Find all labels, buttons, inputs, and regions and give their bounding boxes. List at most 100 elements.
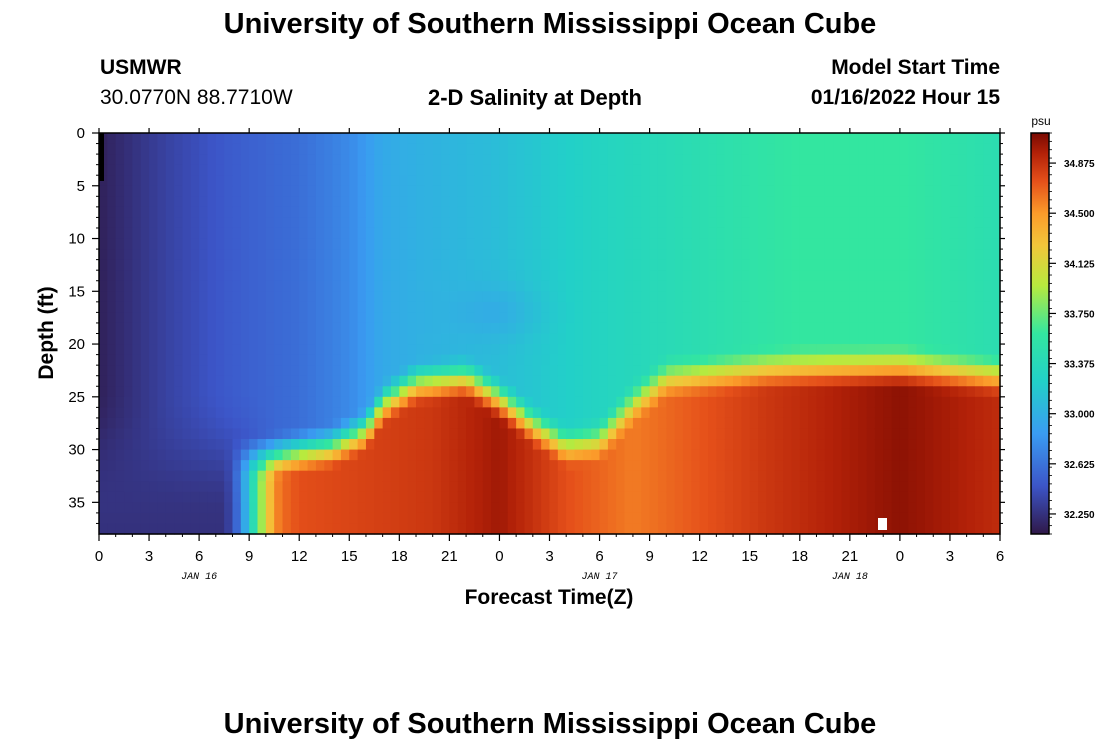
heatmap-cell (499, 185, 509, 197)
heatmap-cell (282, 312, 292, 324)
heatmap-cell (666, 312, 676, 324)
heatmap-cell (883, 133, 893, 145)
heatmap-cell (132, 143, 142, 155)
heatmap-cell (240, 238, 250, 250)
heatmap-cell (716, 312, 726, 324)
heatmap-cell (516, 249, 526, 261)
heatmap-cell (182, 460, 192, 472)
heatmap-cell (974, 491, 984, 503)
heatmap-cell (265, 249, 275, 261)
heatmap-cell (699, 417, 709, 430)
heatmap-cell (841, 344, 851, 356)
heatmap-cell (374, 354, 384, 366)
heatmap-cell (691, 375, 701, 387)
heatmap-cell (449, 291, 459, 303)
heatmap-cell (649, 375, 659, 387)
heatmap-cell (766, 386, 776, 398)
heatmap-cell (457, 491, 467, 503)
heatmap-cell (866, 407, 876, 419)
heatmap-cell (182, 481, 192, 493)
heatmap-cell (632, 417, 642, 430)
heatmap-cell (858, 365, 868, 377)
heatmap-cell (240, 259, 250, 271)
heatmap-cell (933, 238, 943, 250)
heatmap-cell (307, 481, 317, 493)
heatmap-cell (541, 449, 551, 461)
heatmap-cell (682, 470, 692, 482)
heatmap-cell (257, 133, 267, 145)
heatmap-cell (858, 280, 868, 292)
heatmap-cell (666, 143, 676, 155)
heatmap-cell (449, 428, 459, 440)
heatmap-cell (124, 185, 133, 197)
heatmap-cell (132, 491, 142, 503)
heatmap-cell (524, 227, 534, 240)
heatmap-cell (115, 322, 125, 335)
heatmap-cell (649, 523, 659, 535)
heatmap-cell (899, 502, 909, 514)
heatmap-cell (324, 417, 334, 430)
heatmap-cell (165, 133, 175, 145)
heatmap-cell (566, 291, 576, 303)
heatmap-cell (949, 396, 959, 408)
heatmap-cell (774, 175, 784, 187)
heatmap-cell (783, 259, 793, 271)
heatmap-cell (799, 428, 809, 440)
heatmap-cell (924, 428, 934, 440)
heatmap-cell (240, 217, 250, 229)
heatmap-cell (891, 396, 901, 408)
heatmap-cell (199, 512, 209, 525)
heatmap-cell (682, 206, 692, 219)
heatmap-cell (249, 333, 259, 345)
colorbar-tick-label: 33.375 (1064, 360, 1095, 371)
heatmap-cell (741, 312, 751, 324)
heatmap-cell (432, 227, 442, 240)
heatmap-cell (774, 312, 784, 324)
heatmap-cell (624, 354, 634, 366)
heatmap-cell (99, 523, 108, 535)
heatmap-cell (799, 280, 809, 292)
heatmap-cell (457, 280, 467, 292)
heatmap-cell (499, 238, 509, 250)
heatmap-cell (966, 206, 976, 219)
heatmap-cell (682, 417, 692, 430)
heatmap-cell (549, 481, 559, 493)
heatmap-cell (324, 196, 334, 208)
heatmap-cell (491, 354, 501, 366)
heatmap-cell (157, 523, 167, 535)
heatmap-cell (282, 449, 292, 461)
heatmap-cell (115, 481, 125, 493)
heatmap-cell (357, 143, 367, 155)
heatmap-cell (265, 470, 275, 482)
y-tick-label: 25 (68, 389, 85, 406)
heatmap-cell (766, 227, 776, 240)
heatmap-cell (808, 196, 818, 208)
heatmap-cell (899, 428, 909, 440)
heatmap-cell (674, 206, 684, 219)
heatmap-cell (674, 396, 684, 408)
heatmap-cell (124, 417, 133, 430)
heatmap-cell (949, 164, 959, 176)
heatmap-cell (157, 512, 167, 525)
heatmap-cell (516, 227, 526, 240)
heatmap-cell (783, 354, 793, 366)
heatmap-cell (766, 322, 776, 335)
heatmap-cell (399, 238, 409, 250)
heatmap-cell (224, 344, 234, 356)
heatmap-cell (791, 439, 801, 451)
heatmap-cell (257, 143, 267, 155)
heatmap-cell (924, 417, 934, 430)
heatmap-cell (541, 164, 551, 176)
heatmap-cell (315, 365, 325, 377)
heatmap-cell (657, 481, 667, 493)
heatmap-cell (933, 460, 943, 472)
heatmap-cell (541, 175, 551, 187)
heatmap-cell (958, 238, 968, 250)
heatmap-cell (691, 439, 701, 451)
heatmap-cell (858, 470, 868, 482)
heatmap-cell (657, 449, 667, 461)
heatmap-cell (624, 407, 634, 419)
heatmap-cell (616, 133, 626, 145)
heatmap-cell (991, 312, 1001, 324)
